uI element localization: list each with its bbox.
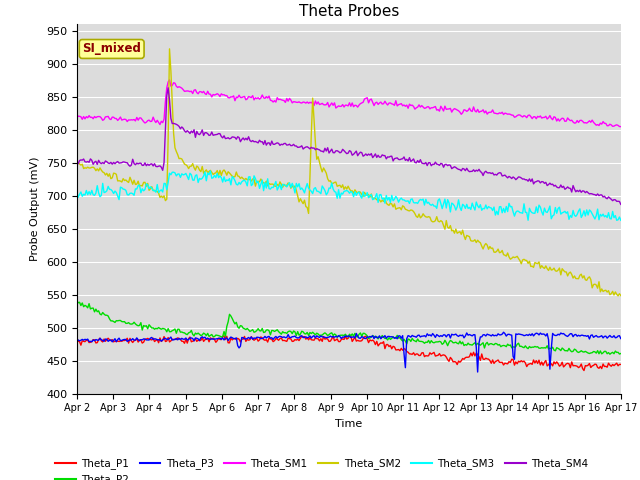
Theta_SM3 <box>207 168 214 174</box>
Line: Theta_P1: Theta_P1 <box>77 336 621 371</box>
Theta_P3 <box>617 336 625 341</box>
Theta_P2 <box>73 298 81 303</box>
Theta_SM1 <box>470 104 477 110</box>
Line: Theta_P2: Theta_P2 <box>77 300 621 354</box>
Theta_SM4 <box>252 139 259 144</box>
Theta_P2 <box>606 351 614 357</box>
Theta_P1 <box>252 336 259 342</box>
Theta_P1 <box>580 368 588 373</box>
Line: Theta_SM4: Theta_SM4 <box>77 88 621 204</box>
Theta_P2 <box>466 342 474 348</box>
Theta_SM1 <box>417 104 424 110</box>
Theta_P2 <box>617 350 625 356</box>
Theta_SM3 <box>617 217 625 223</box>
Theta_P3 <box>474 369 481 375</box>
Theta_SM1 <box>73 111 81 117</box>
Theta_P3 <box>415 332 423 338</box>
Theta_P1 <box>290 338 298 344</box>
Theta_SM3 <box>290 184 298 190</box>
Theta_SM2 <box>166 46 173 52</box>
Theta_SM4 <box>138 163 146 168</box>
Theta_SM2 <box>138 183 146 189</box>
Theta_P3 <box>468 333 476 339</box>
Theta_SM1 <box>252 95 259 101</box>
Theta_P1 <box>220 333 228 339</box>
Line: Theta_SM2: Theta_SM2 <box>77 49 621 296</box>
Legend: Theta_P1, Theta_P2, Theta_P3, Theta_SM1, Theta_SM2, Theta_SM3, Theta_SM4: Theta_P1, Theta_P2, Theta_P3, Theta_SM1,… <box>51 454 592 480</box>
Theta_P3 <box>73 338 81 344</box>
Theta_SM4 <box>417 157 424 163</box>
Theta_P2 <box>289 331 296 336</box>
Theta_P1 <box>470 349 477 355</box>
Theta_SM1 <box>138 117 146 123</box>
Theta_P1 <box>138 340 146 346</box>
Theta_SM2 <box>290 185 298 191</box>
Theta_SM2 <box>470 238 477 244</box>
Theta_SM3 <box>470 204 477 210</box>
Theta_SM4 <box>73 158 81 164</box>
Line: Theta_SM1: Theta_SM1 <box>77 80 621 127</box>
Theta_P3 <box>250 335 258 341</box>
Theta_P3 <box>466 332 474 337</box>
Theta_SM3 <box>252 176 259 181</box>
Theta_SM4 <box>470 167 477 173</box>
Theta_P2 <box>415 338 423 344</box>
Theta_P2 <box>468 342 476 348</box>
Theta_SM2 <box>617 293 625 299</box>
Theta_P3 <box>500 329 508 335</box>
Line: Theta_P3: Theta_P3 <box>77 332 621 372</box>
Theta_SM3 <box>138 186 146 192</box>
Theta_SM4 <box>617 202 625 207</box>
Theta_SM1 <box>290 99 298 105</box>
Y-axis label: Probe Output (mV): Probe Output (mV) <box>30 156 40 261</box>
Theta_SM1 <box>617 124 625 130</box>
Theta_SM3 <box>73 189 81 195</box>
Theta_P3 <box>138 337 146 343</box>
Theta_SM2 <box>73 160 81 166</box>
Text: SI_mixed: SI_mixed <box>82 43 141 56</box>
Theta_P1 <box>467 350 475 356</box>
Theta_SM2 <box>614 293 622 299</box>
X-axis label: Time: Time <box>335 419 362 429</box>
Theta_P1 <box>73 335 81 341</box>
Line: Theta_SM3: Theta_SM3 <box>77 171 621 220</box>
Title: Theta Probes: Theta Probes <box>299 4 399 19</box>
Theta_SM2 <box>252 183 259 189</box>
Theta_SM4 <box>164 85 172 91</box>
Theta_SM3 <box>417 197 424 203</box>
Theta_SM4 <box>467 168 475 174</box>
Theta_SM3 <box>467 206 475 212</box>
Theta_SM1 <box>166 77 173 83</box>
Theta_SM2 <box>467 238 475 244</box>
Theta_P1 <box>417 352 424 358</box>
Theta_SM1 <box>467 108 475 114</box>
Theta_SM3 <box>613 217 621 223</box>
Theta_SM2 <box>417 215 424 221</box>
Theta_P2 <box>250 329 258 335</box>
Theta_P2 <box>138 327 146 333</box>
Theta_P1 <box>617 361 625 367</box>
Theta_SM4 <box>290 142 298 147</box>
Theta_P3 <box>289 334 296 340</box>
